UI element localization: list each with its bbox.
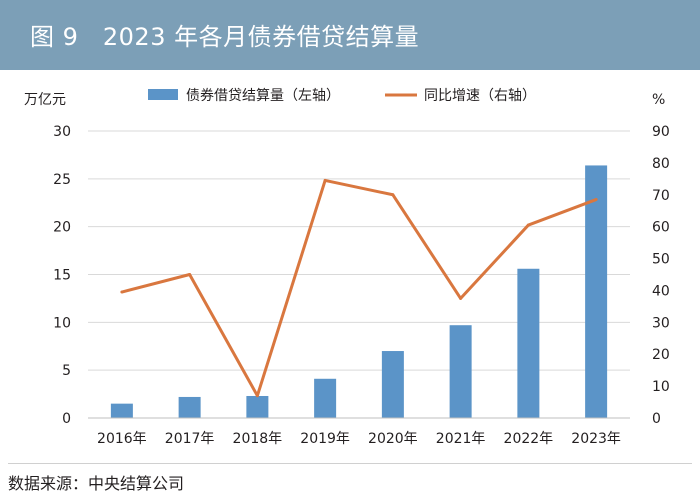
x-tick-label: 2022年 — [504, 431, 554, 447]
x-tick-label: 2016年 — [97, 431, 147, 447]
growth-line — [121, 178, 597, 398]
chart-panel — [8, 70, 688, 463]
bar — [585, 165, 608, 418]
right-tick-label: 20 — [652, 347, 670, 363]
x-tick-label: 2017年 — [165, 431, 215, 447]
right-tick-label: 40 — [652, 283, 670, 299]
bar — [178, 396, 201, 418]
x-tick-label: 2020年 — [368, 431, 418, 447]
line-point — [188, 273, 192, 276]
left-tick-label: 10 — [53, 315, 71, 331]
right-tick-label: 80 — [652, 156, 670, 172]
source-note: 数据来源：中央结算公司 — [8, 474, 185, 493]
x-tick-label: 2019年 — [300, 431, 350, 447]
axis-layer: 0 5 10 15 20 25 30 0 10 20 30 40 50 60 70 80 90 2016年 2017… — [53, 124, 670, 447]
line-point — [526, 223, 530, 227]
right-tick-label: 60 — [652, 220, 670, 236]
line-point — [594, 198, 598, 202]
right-axis-unit: % — [652, 92, 665, 108]
legend-bar-swatch — [148, 89, 178, 100]
right-tick-label: 90 — [652, 124, 670, 140]
right-tick-label: 70 — [652, 188, 670, 204]
bar — [381, 351, 404, 418]
bar — [517, 268, 540, 418]
bar — [110, 403, 133, 418]
line-point — [323, 178, 327, 182]
left-tick-label: 0 — [62, 411, 71, 427]
x-tick-label: 2023年 — [571, 431, 621, 447]
left-tick-label: 25 — [53, 172, 71, 188]
figure-title: 图 9 2023 年各月债券借贷结算量 — [30, 23, 420, 51]
right-tick-label: 30 — [652, 315, 670, 331]
bar — [246, 395, 269, 418]
bar-layer — [110, 165, 608, 418]
left-tick-label: 5 — [62, 363, 71, 379]
line-point — [459, 296, 463, 300]
legend: 债券借贷结算量（左轴） 同比增速（右轴） — [148, 88, 536, 104]
line-point — [255, 394, 259, 398]
footer-rule — [8, 463, 692, 464]
left-axis-unit: 万亿元 — [24, 92, 66, 108]
bar — [314, 378, 337, 418]
x-tick-label: 2021年 — [436, 431, 486, 447]
legend-bar-label: 债券借贷结算量（左轴） — [186, 88, 340, 104]
right-tick-label: 0 — [652, 411, 661, 427]
x-tick-label: 2018年 — [233, 431, 283, 447]
chart-svg: 0 5 10 15 20 25 30 0 10 20 30 40 50 60 70 80 90 2016年 2017… — [24, 88, 670, 447]
line-point — [391, 193, 395, 197]
line-layer — [120, 178, 598, 398]
figure-header: 图 9 2023 年各月债券借贷结算量 — [0, 0, 700, 70]
right-tick-label: 50 — [652, 252, 670, 268]
line-point — [120, 290, 124, 294]
left-tick-label: 30 — [53, 124, 71, 140]
grid-layer — [88, 130, 630, 371]
left-tick-label: 20 — [53, 220, 71, 236]
legend-line-label: 同比增速（右轴） — [424, 88, 536, 104]
left-tick-label: 15 — [53, 268, 71, 284]
bar — [449, 325, 472, 418]
right-tick-label: 10 — [652, 379, 670, 395]
